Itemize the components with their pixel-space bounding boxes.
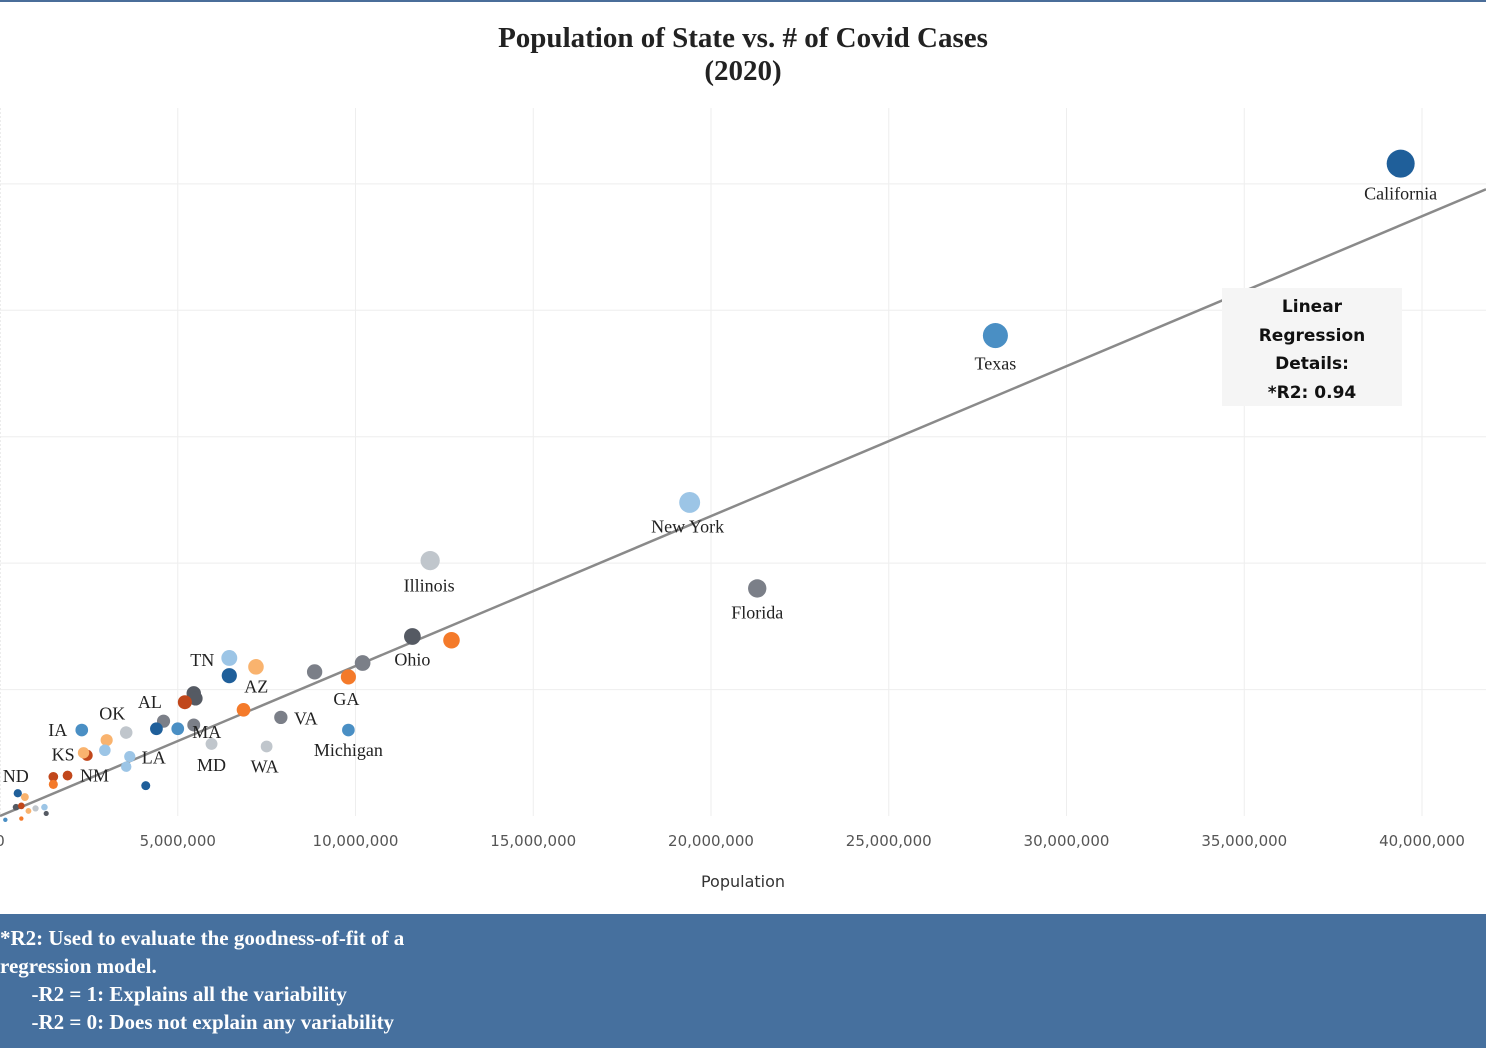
footer-line-4: -R2 = 0: Does not explain any variabilit… <box>0 1010 395 1034</box>
chart-title-line-2: (2020) <box>704 55 782 87</box>
data-point-40 <box>17 802 25 810</box>
data-point-32 <box>120 761 132 772</box>
x-tick-label: 25,000,000 <box>846 832 932 850</box>
data-point-44 <box>25 808 32 814</box>
point-label-7: TN <box>190 650 214 670</box>
point-label-6: GA <box>333 689 359 709</box>
footer-line-1: *R2: Used to evaluate the goodness-of-fi… <box>0 926 405 950</box>
data-point-39 <box>12 803 20 811</box>
data-point-5 <box>404 628 421 645</box>
point-label-10: VA <box>294 708 318 728</box>
chart-title: Population of State vs. # of Covid Cases… <box>0 22 1486 88</box>
x-axis-title: Population <box>701 872 785 891</box>
data-point-19 <box>187 718 201 732</box>
data-point-27 <box>100 734 113 747</box>
data-point-35 <box>48 771 59 782</box>
data-point-38 <box>20 793 29 801</box>
data-point-3 <box>420 550 440 571</box>
point-label-11: Michigan <box>314 740 383 760</box>
data-point-12 <box>221 668 237 684</box>
data-point-33 <box>141 781 151 791</box>
point-label-9: AL <box>138 692 162 712</box>
data-point-18 <box>342 723 355 737</box>
data-point-9 <box>306 664 323 680</box>
data-point-43 <box>43 810 49 817</box>
data-point-2 <box>679 491 701 513</box>
data-point-31 <box>124 751 136 763</box>
x-tick-label: 15,000,000 <box>490 832 576 850</box>
data-point-14 <box>188 691 203 706</box>
x-tick-label: 35,000,000 <box>1201 832 1287 850</box>
point-label-4: Florida <box>731 602 783 622</box>
data-point-4 <box>748 579 767 598</box>
data-point-34 <box>62 770 73 781</box>
data-point-15 <box>177 695 192 710</box>
point-label-18: LA <box>142 748 166 768</box>
point-label-17: KS <box>52 744 75 764</box>
data-point-29 <box>77 747 90 759</box>
point-label-20: ND <box>3 766 29 786</box>
data-point-0 <box>1386 149 1415 178</box>
regression-line-3: Details: <box>1275 354 1349 374</box>
regression-line-2: Regression <box>1258 325 1366 346</box>
data-point-20 <box>171 722 185 736</box>
data-point-46 <box>3 817 8 822</box>
data-point-37 <box>13 789 22 798</box>
x-tick-label: 5,000,000 <box>140 832 216 850</box>
footer-line-3: -R2 = 1: Explains all the variability <box>0 982 347 1006</box>
data-point-17 <box>274 710 288 725</box>
regression-details-box: Linear Regression Details: *R2: 0.94 <box>1222 288 1402 406</box>
point-label-3: Illinois <box>404 576 455 596</box>
data-point-8 <box>340 669 356 685</box>
regression-line <box>0 188 1486 818</box>
r2-value: *R2: 0.94 <box>1267 382 1357 403</box>
point-label-8: AZ <box>244 677 268 697</box>
point-label-14: WA <box>251 756 279 776</box>
data-point-16 <box>236 702 251 717</box>
x-tick-label: 0 <box>0 832 5 850</box>
data-point-11 <box>248 659 264 675</box>
data-point-23 <box>205 737 218 750</box>
data-point-42 <box>41 803 48 811</box>
scatter-chart: California Texas New York Illinois Florida Oh… <box>0 108 1486 891</box>
r2-explanation-footer: *R2: Used to evaluate the goodness-of-fi… <box>0 914 1486 1048</box>
x-tick-label: 20,000,000 <box>668 832 754 850</box>
top-rule <box>0 0 1486 2</box>
data-point-25 <box>119 726 133 739</box>
data-point-41 <box>32 805 39 812</box>
point-label-5: Ohio <box>394 649 430 669</box>
point-label-2: New York <box>651 516 724 536</box>
data-point-7 <box>354 655 371 671</box>
data-point-36 <box>48 779 58 789</box>
point-label-19: NM <box>80 766 109 786</box>
data-point-24 <box>260 740 273 753</box>
point-label-15: OK <box>99 704 125 724</box>
chart-title-line-1: Population of State vs. # of Covid Cases <box>498 22 988 54</box>
footer-line-2: regression model. <box>0 954 157 978</box>
point-label-12: MA <box>192 722 221 742</box>
x-tick-label: 30,000,000 <box>1024 832 1110 850</box>
data-point-45 <box>19 816 24 821</box>
x-tick-label: 40,000,000 <box>1379 832 1465 850</box>
point-label-1: Texas <box>975 354 1017 374</box>
point-label-0: California <box>1364 184 1437 204</box>
data-point-6 <box>443 631 460 649</box>
data-point-22 <box>150 722 163 736</box>
data-point-30 <box>99 744 111 757</box>
point-label-16: IA <box>48 720 67 740</box>
x-tick-label: 10,000,000 <box>313 832 399 850</box>
data-point-26 <box>75 723 89 737</box>
data-point-10 <box>221 650 238 666</box>
point-label-13: MD <box>197 755 226 775</box>
data-point-1 <box>982 323 1008 349</box>
regression-line-1: Linear <box>1281 297 1343 317</box>
